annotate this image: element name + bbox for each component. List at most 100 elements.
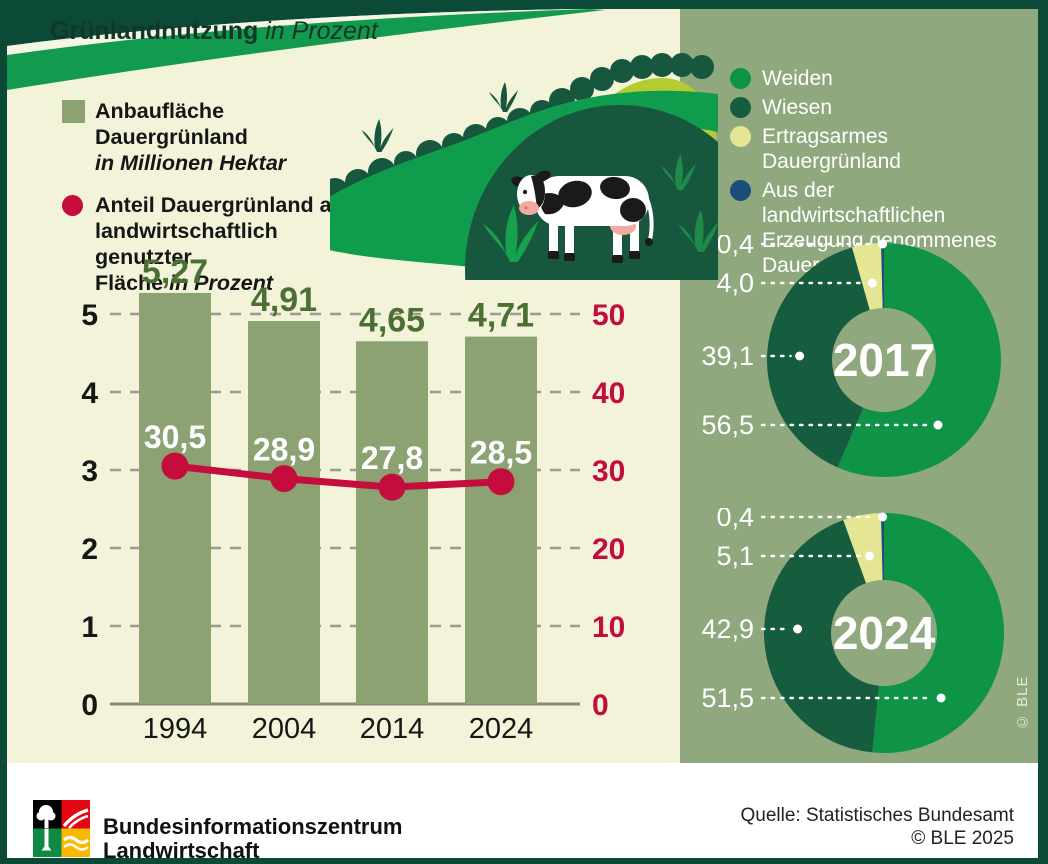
donut-chart-2017: 2017 0,4 4,0 39,1 56,5 — [701, 235, 1001, 477]
right-axis-tick: 20 — [592, 533, 625, 566]
legend-item-bar: Anbaufläche Dauergrünland in Millionen H… — [62, 98, 372, 176]
donut-slice-value: 39,1 — [701, 341, 754, 371]
donut-slice-weiden — [872, 513, 1004, 753]
leader-dot — [878, 512, 888, 522]
ertragsarm-dot-icon — [730, 126, 751, 147]
legend-bar-label: Anbaufläche Dauergrünland — [95, 99, 248, 149]
line-point-1994 — [161, 452, 189, 480]
category-label: 2004 — [252, 713, 317, 745]
donut-year-label: 2024 — [833, 607, 936, 659]
cow-patches — [540, 176, 646, 222]
line-point-2014 — [378, 473, 406, 501]
logo-waves-icon — [62, 835, 90, 851]
line-swatch-icon — [62, 195, 83, 216]
left-axis-tick: 2 — [81, 533, 98, 566]
grass-tuft — [661, 154, 718, 252]
cow-head — [511, 170, 551, 215]
category-label: 1994 — [143, 713, 208, 745]
donut-slice-value: 42,9 — [701, 614, 754, 644]
grass-tuft — [361, 82, 518, 152]
legend-item-line: Anteil Dauergrünland an landwirtschaftli… — [62, 192, 372, 296]
bar-value-label: 4,65 — [359, 301, 425, 339]
left-axis-tick: 5 — [81, 299, 98, 332]
donut-legend: Weiden Wiesen Ertragsarmes Dauergrünland… — [730, 66, 1010, 282]
bar-1994 — [139, 292, 211, 704]
donut-slice-value: 0,4 — [716, 235, 754, 259]
legend-line-label-1: Anteil Dauergrünland an — [95, 193, 345, 217]
right-axis-tick: 0 — [592, 689, 609, 722]
leader-dot — [793, 624, 803, 634]
donut-slice-aus — [881, 243, 884, 309]
leader-dot — [867, 278, 877, 288]
cow-illustration — [511, 170, 654, 263]
bar-swatch-icon — [62, 100, 85, 123]
left-axis-tick: 1 — [81, 611, 98, 644]
leader-dot — [795, 351, 805, 361]
donut-slice-value: 0,4 — [716, 508, 754, 532]
donut-slice-value: 4,0 — [716, 268, 754, 298]
leader-dot — [933, 420, 943, 430]
bar-value-label: 4,71 — [468, 297, 534, 335]
donut-slice-aus — [880, 513, 884, 581]
grass-tuft — [483, 205, 539, 262]
donut-slice-wiesen — [767, 247, 870, 468]
landscape-illustration — [330, 53, 718, 280]
leader-dot — [878, 239, 888, 249]
donut-slice-weiden — [837, 243, 1001, 477]
left-axis-tick: 0 — [81, 689, 98, 722]
line-value-label: 30,5 — [144, 419, 206, 455]
blz-logo — [33, 800, 90, 857]
panel-copyright: © BLE — [1014, 675, 1031, 730]
logo-rays-icon — [62, 808, 89, 829]
line-value-label: 28,5 — [470, 435, 532, 471]
right-axis-tick: 10 — [592, 611, 625, 644]
left-axis-tick: 3 — [81, 455, 98, 488]
source-note: Quelle: Statistisches Bundesamt © BLE 20… — [740, 805, 1014, 849]
legend-line-label-3: Fläche in Prozent — [95, 271, 274, 295]
wiesen-dot-icon — [730, 97, 751, 118]
legend-item-wiesen: Wiesen — [730, 95, 1010, 120]
leader-dot — [865, 551, 875, 561]
line-value-label: 27,8 — [361, 440, 423, 476]
logo-tree-icon — [36, 805, 56, 851]
legend-item-genommen: Aus der landwirtschaftlichen Erzeugung g… — [730, 178, 1010, 278]
legend-line-label-2: landwirtschaftlich genutzter — [95, 219, 278, 269]
donut-slice-value: 5,1 — [716, 541, 754, 571]
donut-slice-ertragsarmes — [852, 243, 883, 310]
percentage-line — [174, 462, 502, 491]
right-axis-tick: 50 — [592, 299, 625, 332]
decorative-swoosh — [7, 9, 605, 90]
genommen-dot-icon — [730, 180, 751, 201]
line-point-2004 — [270, 465, 298, 493]
donut-slice-wiesen — [764, 520, 879, 753]
donut-year-label: 2017 — [833, 334, 935, 386]
category-label: 2024 — [469, 713, 534, 745]
panel-title: Grünlandnutzung in Prozent — [50, 17, 378, 45]
leader-dot — [936, 693, 946, 703]
donut-slice-value: 51,5 — [701, 683, 754, 713]
category-label: 2014 — [360, 713, 425, 745]
left-axis-tick: 4 — [81, 377, 98, 410]
right-axis-tick: 30 — [592, 455, 625, 488]
footer: Bundesinformationszentrum Landwirtschaft… — [7, 763, 1038, 863]
bar-2024 — [465, 336, 537, 704]
donut-chart-2024: 2024 0,4 5,1 42,9 51,5 — [701, 508, 1004, 753]
bar-2014 — [356, 341, 428, 704]
chart-legend: Anbaufläche Dauergrünland in Millionen H… — [62, 98, 372, 312]
bar-value-label: 4,91 — [251, 281, 317, 319]
right-axis-tick: 40 — [592, 377, 625, 410]
bar-2004 — [248, 321, 320, 704]
weiden-dot-icon — [730, 68, 751, 89]
donut-slice-value: 56,5 — [701, 410, 754, 440]
cow-legs — [548, 220, 640, 263]
line-value-label: 28,9 — [253, 432, 315, 468]
bar-value-label: 5,27 — [142, 253, 208, 291]
legend-item-weiden: Weiden — [730, 66, 1010, 91]
donut-slice-ertragsarmes — [843, 513, 883, 584]
org-name: Bundesinformationszentrum Landwirtschaft — [103, 814, 403, 863]
legend-item-ertragsarm: Ertragsarmes Dauergrünland — [730, 124, 1010, 174]
legend-bar-sublabel: in Millionen Hektar — [95, 151, 287, 175]
line-point-2024 — [487, 468, 515, 496]
